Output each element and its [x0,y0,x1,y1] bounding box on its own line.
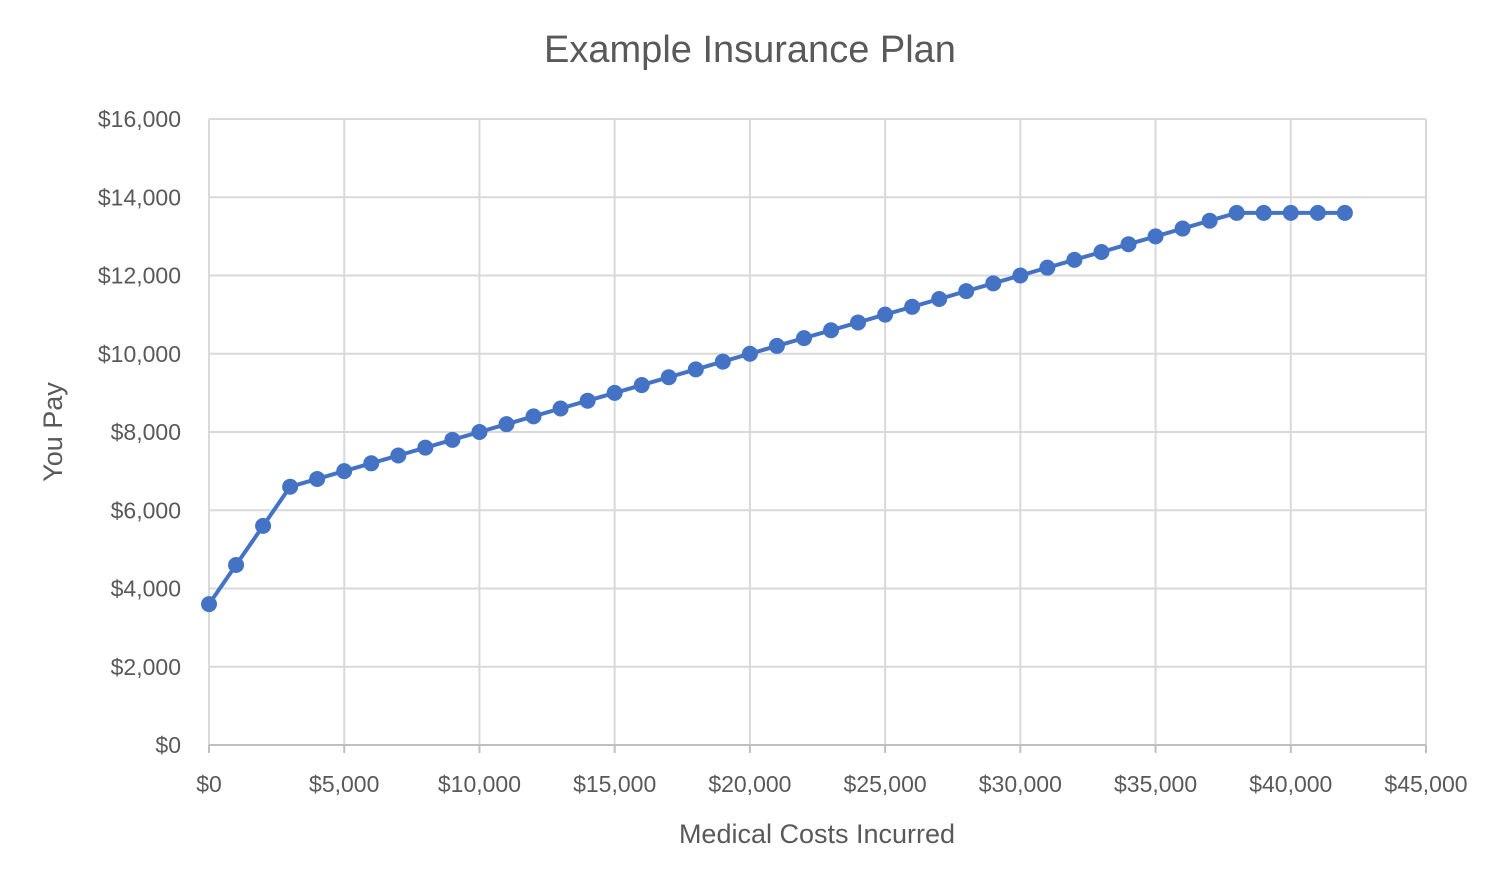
x-tick-label: $5,000 [309,771,379,797]
data-point [1012,267,1029,284]
data-point [471,424,488,440]
data-point [417,439,434,456]
data-point [552,400,569,417]
data-point [606,384,623,401]
data-point [1201,212,1218,229]
y-tick-label: $2,000 [111,654,181,680]
data-point [714,353,731,370]
data-point [201,596,217,613]
data-point [931,290,948,307]
grid-layer [208,118,1427,745]
y-axis-title: You Pay [38,382,68,482]
x-tick-label: $30,000 [979,771,1062,797]
axis-layer [208,744,1427,753]
data-point [525,408,542,425]
data-point [985,275,1002,292]
chart-title: Example Insurance Plan [544,29,956,71]
data-point [823,322,840,339]
data-point [390,447,407,464]
data-point [1336,204,1353,221]
data-point [579,392,596,409]
data-point [795,330,812,347]
series-line [207,210,1347,607]
data-point [741,345,758,362]
x-tick-label: $45,000 [1384,771,1467,797]
data-point [1282,204,1299,221]
y-tick-label: $6,000 [111,497,181,523]
x-tick-label: $25,000 [844,771,927,797]
y-tick-label: $16,000 [98,106,181,132]
data-point [444,431,461,448]
y-tick-label: $14,000 [98,184,181,210]
data-point [1228,204,1245,221]
data-point [1309,204,1326,221]
y-tick-label: $0 [155,732,181,758]
data-point [958,283,975,300]
data-point [1093,244,1110,261]
y-tick-label: $12,000 [98,263,181,289]
data-point [336,463,353,480]
data-point [309,470,326,487]
data-point [1147,228,1164,245]
y-tick-label: $10,000 [98,341,181,367]
data-point [687,361,704,378]
x-tick-label: $20,000 [708,771,791,797]
data-point [850,314,867,331]
x-tick-label: $35,000 [1114,771,1197,797]
series-layer [201,204,1353,613]
data-point [768,337,785,354]
data-point [1255,204,1272,221]
data-point [228,557,245,574]
data-point [1174,220,1191,237]
tick-labels: $0 $2,000 $4,000 $6,000 $8,000 $10,000 $12,000… [98,106,1468,797]
y-tick-label: $8,000 [111,419,181,445]
data-point [1066,251,1083,268]
data-point [660,369,677,386]
data-point [255,517,272,534]
data-point [633,377,650,394]
data-point [1039,259,1056,276]
x-tick-label: $10,000 [438,771,521,797]
data-point [904,298,921,315]
y-tick-label: $4,000 [111,576,181,602]
data-point [363,455,380,472]
x-tick-label: $15,000 [573,771,656,797]
data-point [877,306,894,323]
x-tick-label: $0 [196,771,222,797]
x-axis-title: Medical Costs Incurred [679,819,955,849]
data-point [282,478,299,495]
data-point [498,416,515,433]
data-point [1120,236,1137,253]
x-tick-label: $40,000 [1249,771,1332,797]
